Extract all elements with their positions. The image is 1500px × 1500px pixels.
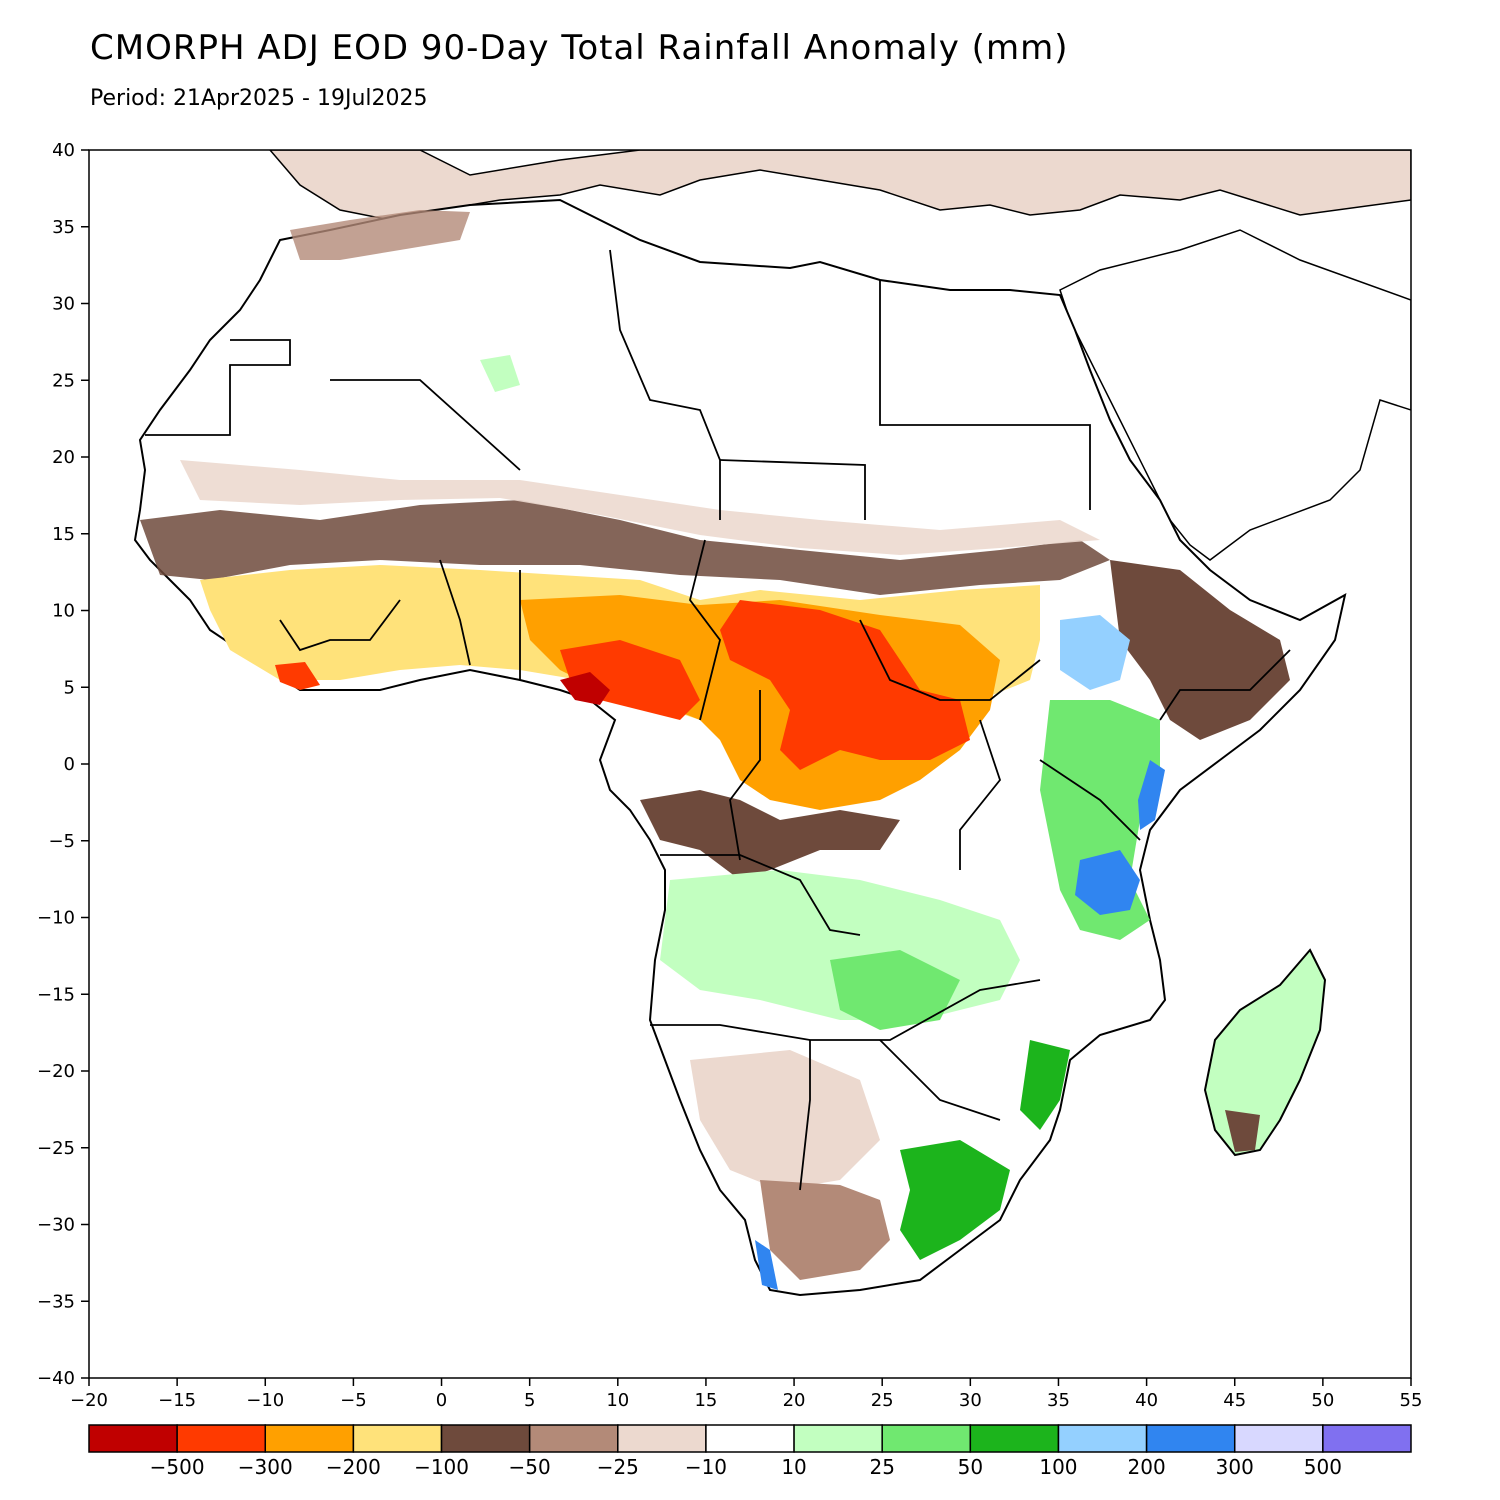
central-red — [720, 600, 970, 770]
lat-tick-label: −25 — [37, 1138, 75, 1159]
map-period: Period: 21Apr2025 - 19Jul2025 — [90, 86, 428, 111]
colorbar-label: 300 — [1216, 1455, 1254, 1479]
cape-blue — [755, 1240, 778, 1290]
lon-tick-label: 40 — [1135, 1390, 1158, 1411]
colorbar-swatch — [352, 1424, 443, 1453]
east-africa-blue — [1060, 615, 1130, 690]
south-africa-green — [900, 1140, 1010, 1260]
congo-brown — [640, 790, 900, 880]
lat-tick-label: 15 — [52, 524, 75, 545]
colorbar-label: −25 — [597, 1455, 639, 1479]
liberia-red — [275, 662, 320, 690]
colorbar-swatch — [440, 1424, 531, 1453]
colorbar-label: −100 — [414, 1455, 469, 1479]
arabia-land — [1059, 229, 1411, 561]
colorbar-label: −10 — [685, 1455, 727, 1479]
colorbar-label: 200 — [1128, 1455, 1166, 1479]
lat-tick-label: −5 — [48, 831, 75, 852]
colorbar-label: −50 — [509, 1455, 551, 1479]
madagascar-land — [1203, 948, 1327, 1157]
colorbar-swatch — [617, 1424, 707, 1453]
colorbar-swatch — [176, 1424, 267, 1453]
namibia-lightbrown — [690, 1050, 880, 1190]
sahel-brown-belt — [140, 500, 1110, 595]
lat-axis: 40 35 30 25 20 15 10 5 0 −5 −10 −15 −20 −25 −30 −35 −40 — [37, 140, 89, 1389]
colorbar-label: 25 — [869, 1455, 894, 1479]
colorbar-swatch — [88, 1424, 178, 1453]
lat-tick-label: −35 — [37, 1291, 75, 1312]
horn-brown — [1110, 560, 1290, 740]
lon-tick-label: −15 — [158, 1390, 196, 1411]
lon-tick-label: 10 — [606, 1390, 629, 1411]
lat-tick-label: 40 — [52, 140, 75, 161]
lon-tick-label: 45 — [1223, 1390, 1246, 1411]
sahara-green-spot — [480, 355, 520, 392]
madagascar-brown — [1225, 1110, 1260, 1152]
lat-tick-label: −20 — [37, 1061, 75, 1082]
lon-tick-label: −10 — [246, 1390, 284, 1411]
lon-tick-label: −5 — [340, 1390, 367, 1411]
colorbar: −500 −300 −200 −100 −50 −25 −10 10 25 50 100 200 300… — [88, 1424, 1412, 1479]
colorbar-swatch — [1233, 1424, 1324, 1453]
lat-tick-label: 35 — [52, 217, 75, 238]
colorbar-swatch — [1057, 1424, 1148, 1453]
tanzania-blue — [1075, 850, 1140, 915]
colorbar-swatch — [528, 1424, 619, 1453]
colorbar-swatch — [881, 1424, 972, 1453]
lon-tick-label: 25 — [871, 1390, 894, 1411]
lon-tick-label: 55 — [1400, 1390, 1423, 1411]
lat-tick-label: 20 — [52, 447, 75, 468]
lon-tick-label: 50 — [1311, 1390, 1334, 1411]
colorbar-swatch — [1145, 1424, 1236, 1453]
sahel-lightbrown — [180, 460, 1100, 555]
lat-tick-label: −10 — [37, 908, 75, 929]
lon-tick-label: 35 — [1047, 1390, 1070, 1411]
lat-tick-label: −40 — [37, 1368, 75, 1389]
south-africa-brown — [760, 1180, 890, 1280]
colorbar-label: −500 — [150, 1455, 205, 1479]
colorbar-label: 50 — [958, 1455, 983, 1479]
colorbar-label: −200 — [326, 1455, 381, 1479]
lat-tick-label: −15 — [37, 984, 75, 1005]
west-red — [560, 640, 700, 720]
lon-tick-label: −20 — [70, 1390, 108, 1411]
lat-tick-label: 10 — [52, 601, 75, 622]
map-layer — [133, 150, 1411, 1297]
mozambique-green — [1020, 1040, 1070, 1130]
lat-tick-label: 25 — [52, 370, 75, 391]
lat-tick-label: −30 — [37, 1215, 75, 1236]
cameroon-darkred — [560, 672, 610, 705]
colorbar-swatch — [705, 1424, 795, 1453]
colorbar-label: 100 — [1039, 1455, 1077, 1479]
country-borders — [145, 249, 1291, 1191]
map-title: CMORPH ADJ EOD 90-Day Total Rainfall Ano… — [90, 28, 1069, 68]
colorbar-label: −300 — [238, 1455, 293, 1479]
maghreb-brown — [290, 210, 470, 260]
lat-tick-label: 0 — [64, 754, 75, 775]
lat-tick-label: 30 — [52, 294, 75, 315]
colorbar-swatch — [264, 1424, 355, 1453]
lat-tick-label: 5 — [64, 677, 75, 698]
lon-tick-label: 15 — [694, 1390, 717, 1411]
colorbar-swatch — [1322, 1424, 1412, 1453]
zambia-green — [830, 950, 960, 1030]
colorbar-label: 500 — [1304, 1455, 1342, 1479]
lon-tick-label: 30 — [959, 1390, 982, 1411]
lon-tick-label: 0 — [436, 1390, 447, 1411]
kenya-coast-blue — [1138, 760, 1165, 830]
lon-axis: −20 −15 −10 −5 0 5 10 15 20 25 30 35 40 45 50 55 — [70, 1378, 1422, 1411]
lon-tick-label: 20 — [783, 1390, 806, 1411]
lon-tick-label: 5 — [524, 1390, 535, 1411]
colorbar-swatch — [969, 1424, 1060, 1453]
colorbar-swatch — [793, 1424, 883, 1453]
colorbar-label: 10 — [781, 1455, 806, 1479]
